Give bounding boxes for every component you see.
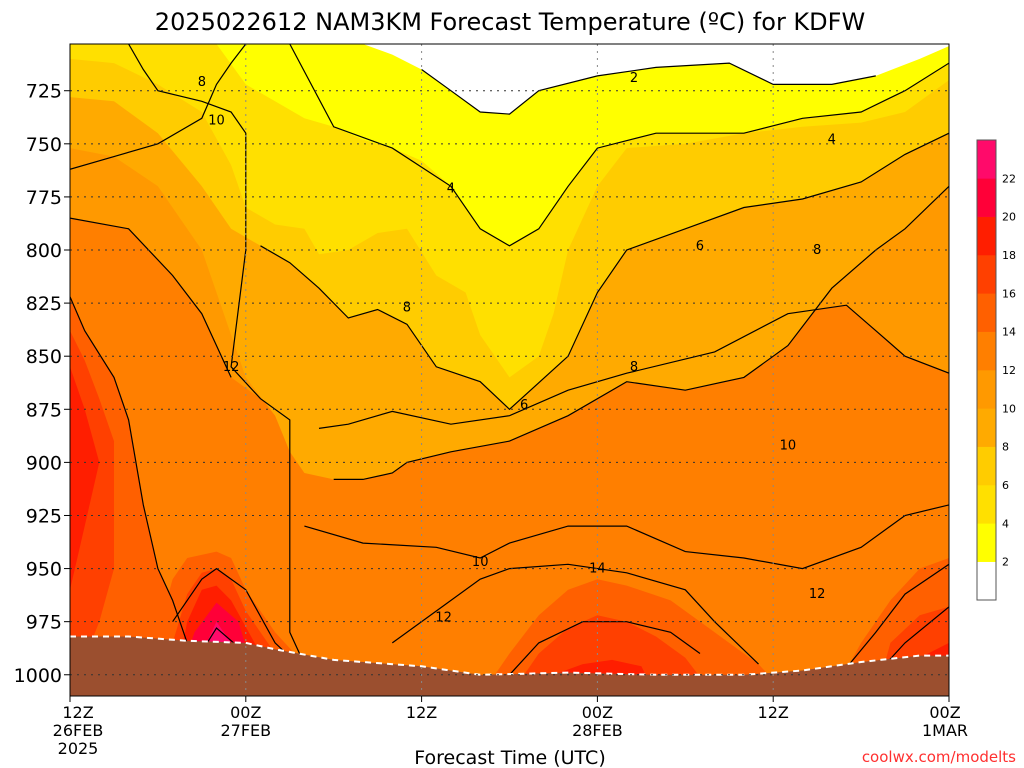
colorbar-label: 22 <box>1002 172 1016 185</box>
x-tick-label: 28FEB <box>572 721 623 740</box>
temp-band-18 <box>70 366 100 590</box>
chart-title: 2025022612 NAM3KM Forecast Temperature (… <box>155 8 865 36</box>
colorbar-swatch <box>977 446 996 486</box>
y-tick-label: 850 <box>26 346 62 368</box>
x-tick-label: 00Z <box>230 703 261 722</box>
contour-line <box>421 62 876 115</box>
ground-fill <box>70 635 949 696</box>
contour-label: 8 <box>813 243 821 258</box>
y-tick-label: 1000 <box>14 665 62 687</box>
y-tick-label: 725 <box>26 81 62 103</box>
colorbar-swatch <box>977 408 996 447</box>
colorbar-legend: 2 4 6 8 10 12 14 16 18 20 22 <box>976 139 1016 601</box>
colorbar-label: 16 <box>1002 287 1016 300</box>
contour-line <box>172 567 305 671</box>
y-tick-label: 950 <box>26 559 62 581</box>
colorbar-swatch <box>977 293 996 332</box>
y-tick-label: 825 <box>26 293 62 315</box>
contour-line <box>333 185 949 480</box>
contour-label: 6 <box>696 239 704 254</box>
x-axis-label: Forecast Time (UTC) <box>414 747 605 768</box>
contour-label: 10 <box>472 555 489 570</box>
x-tick-label: 12Z <box>758 703 789 722</box>
x-tick-label: 12Z <box>62 703 93 722</box>
x-tick-label: 00Z <box>929 703 960 722</box>
contour-line <box>70 217 232 378</box>
contour-label: 12 <box>223 360 240 375</box>
colorbar-label: 18 <box>1002 249 1016 262</box>
contour-line <box>70 296 188 644</box>
colorbar-swatch <box>977 485 996 524</box>
contour-line <box>260 132 949 411</box>
x-tick-label: 26FEB <box>53 721 104 740</box>
colorbar-frame <box>976 139 997 601</box>
contour-line <box>289 44 949 247</box>
contour-line <box>318 304 949 429</box>
contour-label: 4 <box>447 181 455 196</box>
colorbar-swatch <box>977 216 996 256</box>
contour-line <box>391 563 759 665</box>
y-tick-label: 975 <box>26 612 62 634</box>
colorbar-label: 14 <box>1002 326 1016 339</box>
contour-label: 12 <box>435 610 452 625</box>
colorbar-swatch <box>977 561 996 601</box>
contour-label: 6 <box>520 398 528 413</box>
ground-area <box>70 636 949 696</box>
contour-label: 4 <box>828 133 836 148</box>
plot-frame <box>69 43 950 697</box>
colorbar-label: 20 <box>1002 211 1016 224</box>
contour-label: 10 <box>780 438 797 453</box>
contour-line <box>70 44 247 170</box>
y-tick-label: 875 <box>26 399 62 421</box>
colorbar-label: 12 <box>1002 364 1016 377</box>
contour-label: 8 <box>198 75 206 90</box>
y-tick-label: 750 <box>26 134 62 156</box>
y-axis: 725 750 775 800 825 850 875 900 925 950 975 1000 <box>14 81 70 687</box>
y-tick-label: 775 <box>26 187 62 209</box>
contour-labels: 8 10 2 4 4 6 8 8 12 8 6 10 10 14 12 12 <box>198 71 836 625</box>
y-tick-label: 900 <box>26 452 62 474</box>
temp-band-0 <box>363 44 949 115</box>
colorbar-label: 8 <box>1002 441 1009 454</box>
contour-label: 8 <box>403 300 411 315</box>
colorbar-label: 4 <box>1002 517 1009 530</box>
colorbar-swatch <box>977 140 996 179</box>
contour-label: 14 <box>589 562 606 577</box>
x-tick-label: 27FEB <box>220 721 271 740</box>
plot-area: 8 10 2 4 4 6 8 8 12 8 6 10 10 14 12 12 <box>70 44 949 696</box>
x-tick-label: 00Z <box>582 703 613 722</box>
colorbar-swatch <box>977 370 996 409</box>
contour-label: 10 <box>208 113 225 128</box>
contour-line <box>304 504 949 570</box>
colorbar-label: 6 <box>1002 479 1009 492</box>
x-tick-label: 2025 <box>58 739 99 758</box>
ground-edge <box>70 635 949 676</box>
colorbar-swatch <box>977 255 996 294</box>
temp-band-2 <box>216 44 949 246</box>
colorbar-swatch <box>977 178 996 217</box>
colorbar-swatch <box>977 523 996 562</box>
credit-text: coolwx.com/modelts <box>862 748 1016 766</box>
contour-label: 8 <box>630 360 638 375</box>
x-tick-label: 1MAR <box>922 721 968 740</box>
contour-label: 2 <box>630 71 638 86</box>
contour-line <box>509 621 701 676</box>
y-tick-label: 800 <box>26 240 62 262</box>
x-tick-label: 12Z <box>406 703 437 722</box>
colorbar-label: 2 <box>1002 556 1009 569</box>
colorbar-swatch <box>977 331 996 371</box>
colorbar-label: 10 <box>1002 402 1016 415</box>
contour-label: 12 <box>809 587 826 602</box>
contour-line <box>831 563 949 686</box>
y-tick-label: 925 <box>26 505 62 527</box>
